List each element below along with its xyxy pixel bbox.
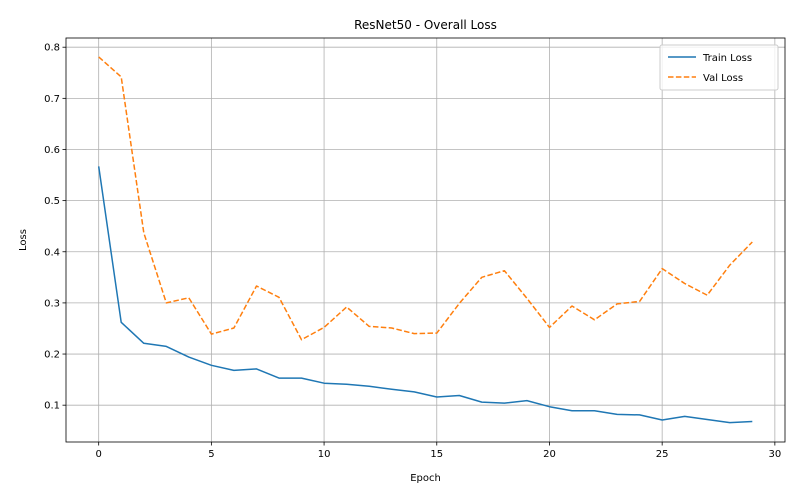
legend-label: Train Loss xyxy=(702,53,752,64)
series-line-train-loss xyxy=(97,166,753,424)
plot-area-frame xyxy=(65,37,786,443)
x-tick-label: 0 xyxy=(95,449,101,460)
series-layer xyxy=(97,56,753,424)
y-tick-label: 0.3 xyxy=(44,298,60,309)
y-tick-label: 0.4 xyxy=(44,247,60,258)
series-line-val-loss xyxy=(98,56,753,341)
y-tick-label: 0.1 xyxy=(44,401,60,412)
y-axis-title: Loss xyxy=(18,229,29,251)
x-axis-title: Epoch xyxy=(410,473,441,484)
x-tick-label: 15 xyxy=(430,449,443,460)
x-tick-label: 10 xyxy=(318,449,331,460)
x-tick-label: 25 xyxy=(656,449,669,460)
axis-ticks: 0 5 10 15 20 25 30 0.1 0.2 0.3 0.4 0.5 0.6 0.7 0.8 xyxy=(44,43,781,460)
y-tick-label: 0.2 xyxy=(44,350,60,361)
legend-label: Val Loss xyxy=(703,73,743,84)
x-tick-label: 5 xyxy=(208,449,214,460)
y-tick-label: 0.5 xyxy=(44,196,60,207)
x-tick-label: 20 xyxy=(543,449,556,460)
chart-title: ResNet50 - Overall Loss xyxy=(354,18,497,32)
legend: Train Loss Val Loss xyxy=(659,44,779,91)
y-tick-label: 0.6 xyxy=(44,145,60,156)
y-tick-label: 0.8 xyxy=(44,43,60,54)
x-tick-label: 30 xyxy=(768,449,781,460)
y-tick-label: 0.7 xyxy=(44,94,60,105)
grid xyxy=(66,38,785,442)
